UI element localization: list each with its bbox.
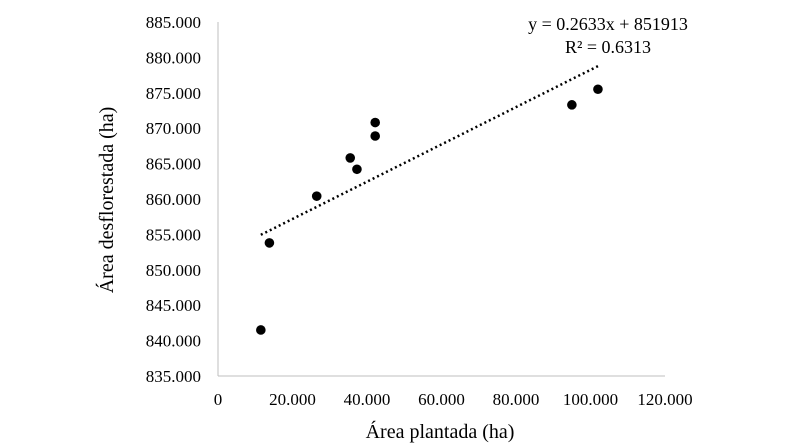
y-tick-label: 885.000 bbox=[146, 13, 201, 32]
data-point bbox=[370, 117, 380, 128]
y-tick-label: 845.000 bbox=[146, 296, 201, 315]
y-tick-label: 870.000 bbox=[146, 119, 201, 138]
y-tick-label: 855.000 bbox=[146, 225, 201, 244]
x-axis-title: Área plantada (ha) bbox=[366, 420, 515, 443]
data-point bbox=[345, 153, 356, 163]
x-tick-label: 100.000 bbox=[563, 390, 618, 409]
y-tick-label: 850.000 bbox=[146, 261, 201, 280]
data-point bbox=[352, 164, 362, 175]
data-point bbox=[593, 84, 603, 95]
data-point bbox=[370, 131, 380, 141]
x-tick-label: 40.000 bbox=[344, 390, 391, 409]
trendline-equation-label: y = 0.2633x + 851913 bbox=[528, 14, 688, 34]
x-tick-label: 60.000 bbox=[418, 390, 465, 409]
trendline bbox=[260, 64, 599, 236]
x-tick-label: 0 bbox=[214, 390, 223, 409]
y-tick-label: 880.000 bbox=[146, 48, 201, 67]
data-point bbox=[264, 238, 275, 248]
x-tick-label: 120.000 bbox=[637, 390, 692, 409]
data-point bbox=[256, 325, 266, 335]
x-tick-label: 80.000 bbox=[493, 390, 540, 409]
y-tick-label: 875.000 bbox=[146, 84, 201, 103]
y-tick-label: 835.000 bbox=[146, 367, 201, 386]
plot-area: 0 20.000 40.000 60.000 80.000 100.000 120.000 8… bbox=[146, 13, 693, 409]
trendline-r2-label: R² = 0.6313 bbox=[565, 37, 651, 57]
y-tick-label: 840.000 bbox=[146, 332, 201, 351]
y-axis-title: Área desflorestada (ha) bbox=[95, 107, 118, 294]
y-tick-label: 865.000 bbox=[146, 155, 201, 174]
y-tick-label: 860.000 bbox=[146, 190, 201, 209]
data-point bbox=[567, 100, 577, 110]
x-tick-label: 20.000 bbox=[269, 390, 316, 409]
data-point bbox=[311, 191, 322, 201]
